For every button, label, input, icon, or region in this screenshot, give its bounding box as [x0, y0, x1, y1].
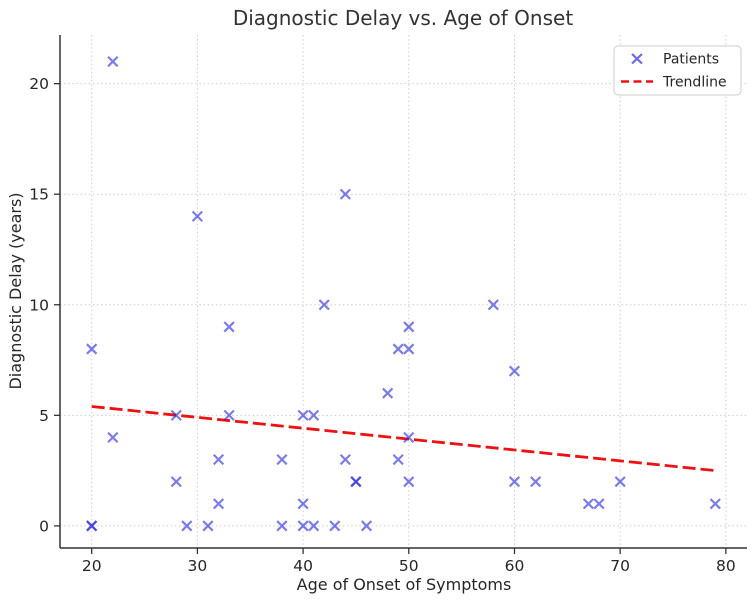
scatter-point	[107, 431, 119, 444]
scatter-point	[223, 409, 235, 421]
scatter-point	[709, 498, 721, 510]
y-tick-label: 15	[29, 186, 49, 204]
axes-layer: 20 30 40 50 60 70 80 0 5 10 15 20	[29, 35, 747, 575]
x-tick-label: 50	[399, 557, 419, 575]
legend-box	[613, 45, 742, 96]
scatter-point	[614, 476, 626, 488]
y-tick-label: 20	[29, 75, 49, 93]
y-axis-label: Diagnostic Delay (years)	[6, 192, 25, 389]
y-tick-label: 5	[39, 407, 49, 425]
legend-label-patients: Patients	[663, 52, 719, 68]
scatter-point	[508, 476, 521, 488]
trendline	[91, 405, 716, 473]
scatter-point	[297, 498, 309, 510]
scatter-point	[403, 343, 415, 355]
scatter-point	[86, 520, 98, 532]
scatter-point	[339, 188, 351, 200]
scatter-point	[582, 498, 595, 510]
x-tick-label: 70	[610, 557, 630, 575]
scatter-point	[392, 343, 404, 355]
x-tick-label: 60	[505, 557, 525, 575]
scatter-point	[276, 520, 288, 532]
scatter-point	[212, 453, 225, 466]
scatter-point	[487, 299, 499, 311]
x-tick-label: 30	[188, 557, 208, 575]
scatter-point	[403, 321, 415, 333]
scatter-point	[170, 476, 182, 488]
scatter-point	[308, 409, 320, 421]
scatter-point	[530, 476, 542, 488]
scatter-point	[318, 299, 330, 311]
scatter-point	[191, 210, 203, 222]
scatter-point	[86, 343, 98, 355]
scatter-point	[181, 520, 193, 532]
legend-patients-x-icon	[631, 53, 643, 65]
scatter-point	[223, 321, 235, 333]
scatter-point	[297, 520, 309, 532]
x-tick-label: 20	[82, 557, 102, 575]
scatter-point	[297, 409, 309, 421]
scatter-point	[403, 476, 415, 488]
legend: Patients Trendline	[613, 45, 742, 96]
scatter-point	[350, 476, 362, 488]
scatter-point	[403, 431, 415, 444]
scatter-point	[107, 55, 119, 68]
scatter-point	[308, 520, 320, 532]
scatter-point	[212, 498, 225, 510]
scatter-point	[392, 453, 404, 466]
x-tick-label: 40	[293, 557, 313, 575]
scatter-point	[508, 365, 521, 377]
scatter-point	[382, 387, 394, 399]
chart-title: Diagnostic Delay vs. Age of Onset	[233, 6, 573, 30]
x-axis-label: Age of Onset of Symptoms	[297, 575, 512, 594]
scatter-point	[339, 453, 351, 466]
y-tick-label: 10	[29, 296, 49, 314]
y-tick-label: 0	[39, 517, 49, 535]
series-layer	[86, 55, 721, 532]
scatter-point	[202, 520, 214, 532]
scatter-point	[276, 453, 288, 466]
x-tick-label: 80	[716, 557, 736, 575]
scatter-point	[360, 520, 373, 532]
grid-layer	[60, 35, 747, 548]
scatter-point	[170, 409, 182, 421]
scatter-point	[593, 498, 605, 510]
legend-label-trendline: Trendline	[662, 75, 727, 91]
scatter-point	[329, 520, 341, 532]
